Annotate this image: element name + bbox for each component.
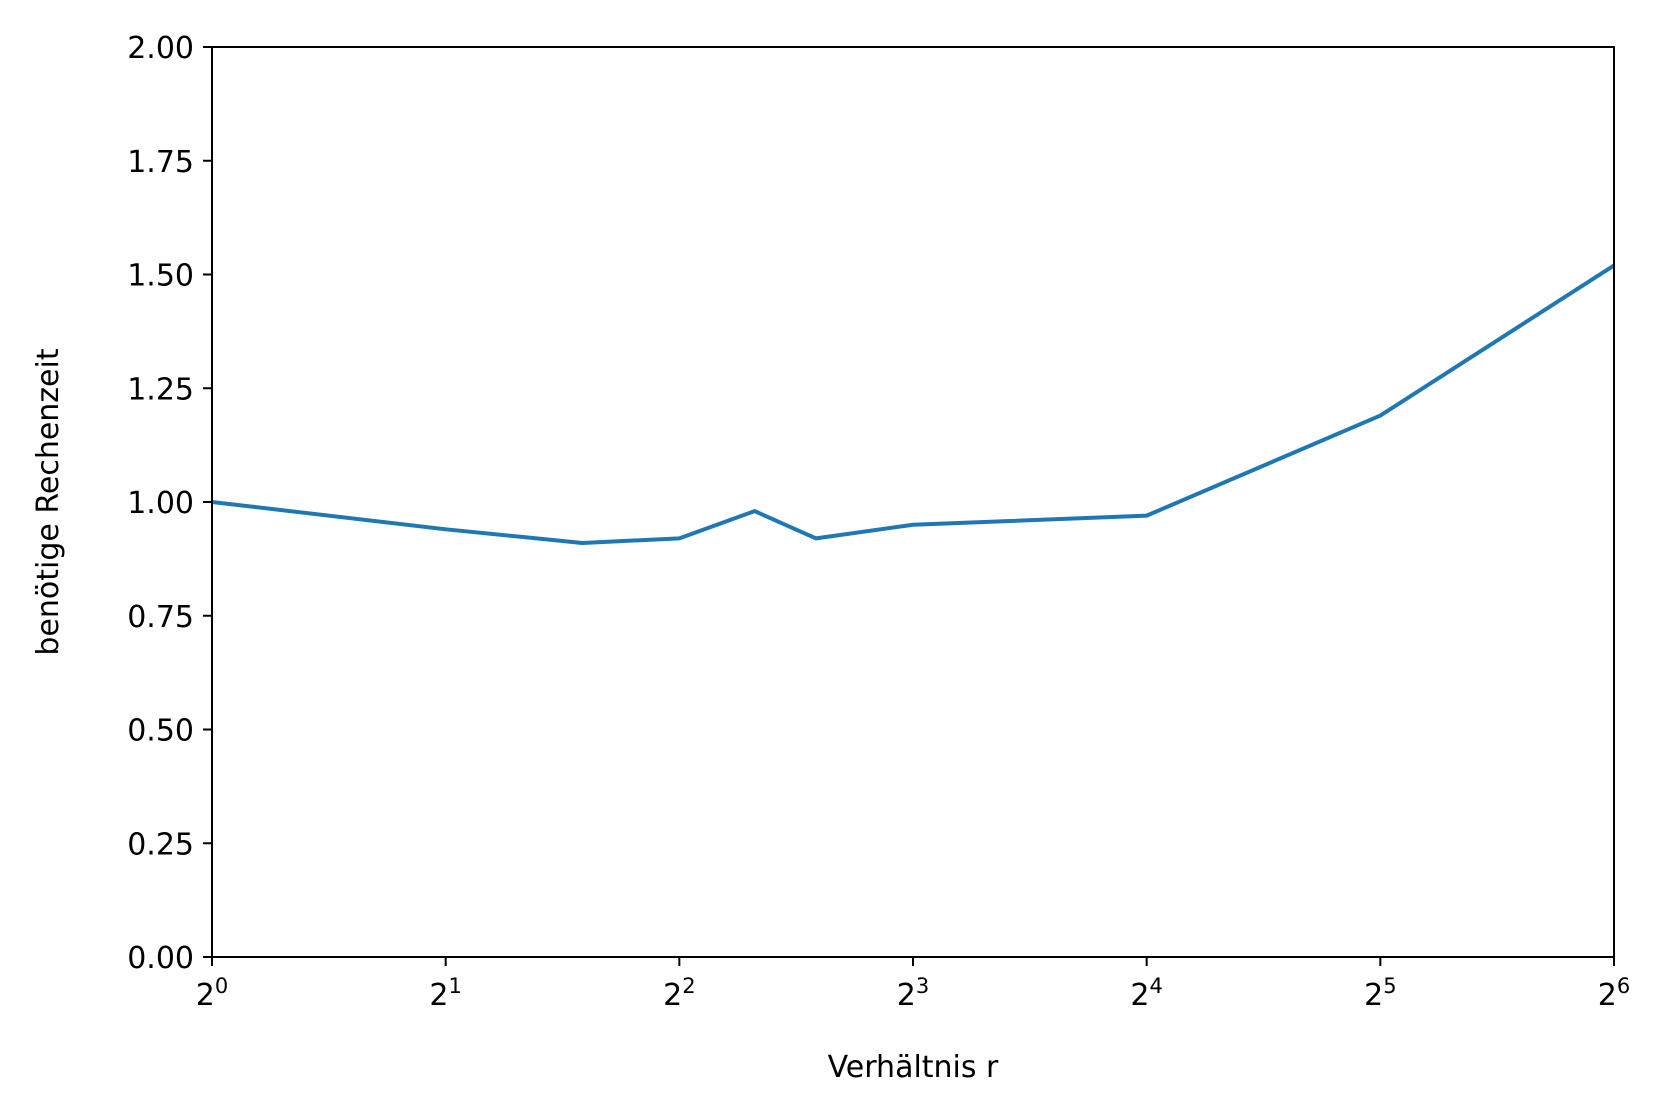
x-tick-label: 20 — [196, 974, 228, 1013]
y-tick-label: 1.75 — [127, 145, 194, 180]
y-axis-label: benötige Rechenzeit — [31, 348, 66, 655]
x-axis-ticks: 20 21 22 23 24 25 26 — [196, 957, 1630, 1013]
y-tick-label: 0.00 — [127, 941, 194, 976]
x-tick-label: 26 — [1598, 974, 1630, 1013]
y-tick-label: 1.50 — [127, 259, 194, 294]
y-tick-label: 1.00 — [127, 486, 194, 521]
y-tick-label: 1.25 — [127, 372, 194, 407]
y-tick-label: 0.25 — [127, 827, 194, 862]
y-tick-label: 0.75 — [127, 600, 194, 635]
x-tick-label: 22 — [663, 974, 695, 1013]
series-line-group — [211, 263, 1616, 545]
x-tick-label: 24 — [1130, 974, 1162, 1013]
x-tick-label: 21 — [429, 974, 461, 1013]
x-axis-label: Verhältnis r — [828, 1050, 999, 1085]
x-tick-label: 23 — [897, 974, 929, 1013]
y-axis-ticks: 0.00 0.25 0.50 0.75 1.00 1.25 1.50 1.75 2.00 — [127, 31, 212, 976]
series-line-0 — [211, 263, 1616, 545]
axes-frame — [211, 46, 1615, 958]
x-tick-label: 25 — [1364, 974, 1396, 1013]
y-tick-label: 2.00 — [127, 31, 194, 66]
y-tick-label: 0.50 — [127, 714, 194, 749]
